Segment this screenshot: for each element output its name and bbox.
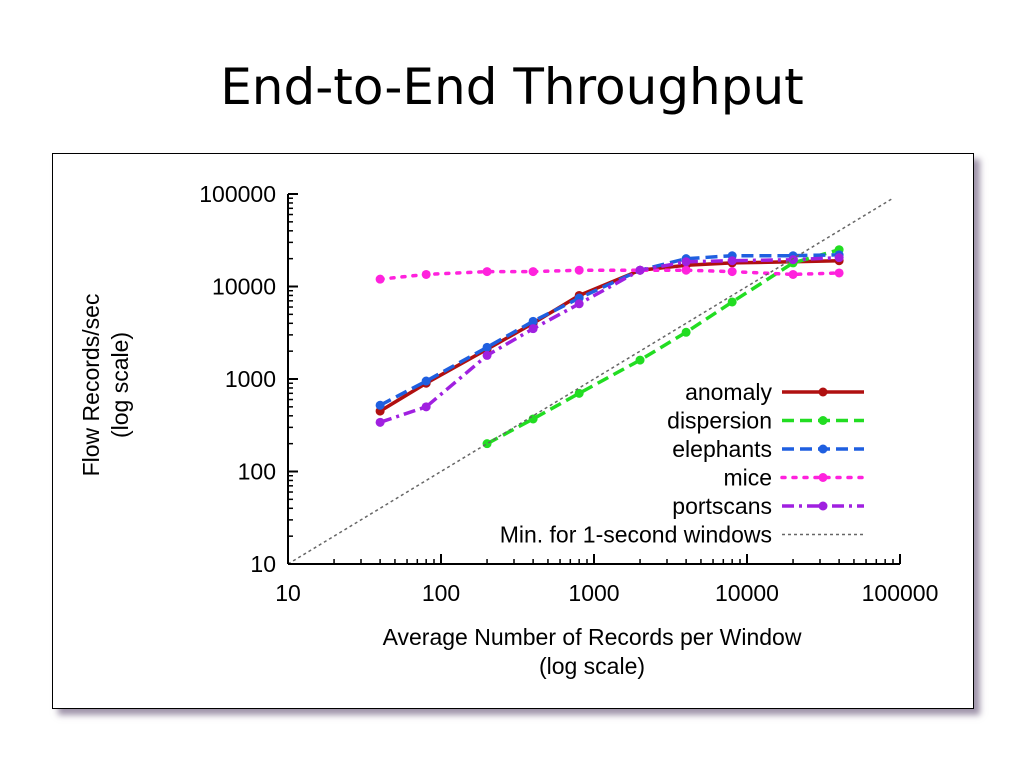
data-point-portscans	[727, 256, 737, 266]
x-tick-label: 100	[422, 580, 460, 606]
series-line-mice	[378, 268, 841, 281]
x-axis-label-line2: (log scale)	[539, 653, 645, 679]
x-tick-label: 10000	[715, 580, 779, 606]
data-point-portscans	[681, 257, 691, 267]
data-point-dispersion	[727, 297, 737, 307]
data-point-portscans	[635, 265, 645, 275]
data-point-mice	[528, 267, 538, 277]
series-line-dispersion	[486, 248, 840, 446]
y-axis-label-line2: (log scale)	[107, 332, 133, 438]
legend-label: mice	[723, 465, 772, 491]
x-tick-label: 1000	[568, 580, 619, 606]
data-point-dispersion	[528, 414, 538, 424]
data-point-elephants	[528, 316, 538, 326]
data-point-portscans	[375, 417, 385, 427]
y-tick-label: 100	[238, 459, 276, 485]
legend-marker	[818, 416, 828, 425]
legend-marker	[818, 387, 828, 397]
data-point-mice	[375, 274, 385, 284]
data-point-portscans	[482, 350, 492, 360]
data-point-mice	[681, 265, 691, 275]
y-ticks: 10 100 1000 10000 100000	[199, 181, 298, 577]
y-tick-label: 10	[250, 551, 276, 577]
data-point-portscans	[528, 324, 538, 334]
data-point-elephants	[421, 376, 431, 386]
data-point-dispersion	[574, 388, 584, 398]
data-point-mice	[834, 268, 844, 278]
legend-label: Min. for 1-second windows	[500, 522, 772, 548]
legend-label: dispersion	[667, 408, 772, 434]
data-point-portscans	[788, 255, 798, 265]
plot-layer	[287, 197, 894, 565]
legend-marker	[818, 473, 828, 482]
legend-label: portscans	[672, 493, 772, 519]
slide-title: End-to-End Throughput	[220, 58, 804, 116]
x-tick-label: 10	[275, 580, 301, 606]
data-point-mice	[788, 269, 798, 279]
data-point-dispersion	[482, 439, 492, 449]
x-ticks: 10 100 1000 10000 100000	[275, 554, 938, 606]
data-point-mice	[482, 267, 492, 277]
throughput-chart: 10 100 1000 10000 100000 10 100 1000 10000 10000…	[78, 181, 938, 679]
data-point-mice	[574, 265, 584, 275]
data-point-mice	[727, 267, 737, 277]
x-tick-label: 100000	[862, 580, 939, 606]
legend-marker	[818, 501, 828, 511]
data-point-dispersion	[635, 355, 645, 365]
legend-label: anomaly	[685, 379, 772, 405]
series-line-elephants	[379, 253, 840, 407]
legend-marker	[818, 444, 828, 454]
series-line-min-for-1-second-windows	[287, 197, 894, 565]
x-axis-label-line1: Average Number of Records per Window	[383, 624, 802, 650]
y-tick-label: 1000	[225, 366, 276, 392]
data-point-dispersion	[681, 327, 691, 337]
data-point-portscans	[834, 253, 844, 263]
data-point-mice	[421, 269, 431, 279]
y-tick-label: 100000	[199, 181, 276, 207]
data-point-elephants	[375, 400, 385, 410]
y-axis-label-line1: Flow Records/sec	[78, 294, 104, 477]
legend-label: elephants	[672, 436, 772, 462]
data-point-elephants	[482, 342, 492, 352]
y-tick-label: 10000	[212, 274, 276, 300]
data-point-portscans	[421, 402, 431, 412]
data-point-portscans	[574, 299, 584, 309]
series-line-portscans	[379, 255, 840, 424]
